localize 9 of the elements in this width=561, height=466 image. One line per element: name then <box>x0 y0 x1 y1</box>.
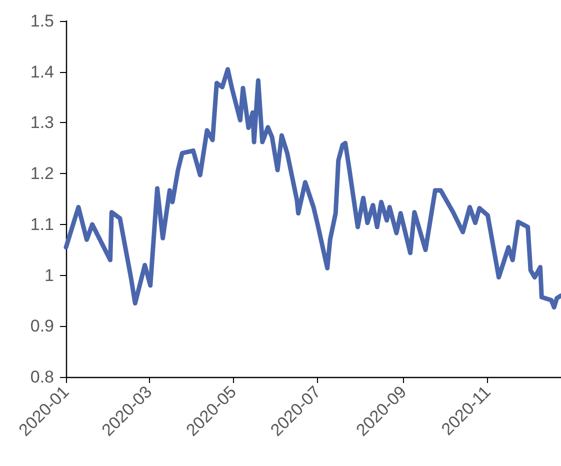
y-tick-label: 1.4 <box>30 62 54 82</box>
y-tick-label: 1 <box>44 266 54 285</box>
y-tick-label: 1.3 <box>30 113 54 132</box>
y-tick-label: 0.9 <box>30 316 54 336</box>
y-tick-label: 1.2 <box>30 164 54 184</box>
y-tick-label: 1.5 <box>30 12 54 30</box>
y-tick-label: 1.1 <box>30 214 54 234</box>
y-tick-label: 0.8 <box>30 368 54 386</box>
line-series <box>64 67 561 310</box>
